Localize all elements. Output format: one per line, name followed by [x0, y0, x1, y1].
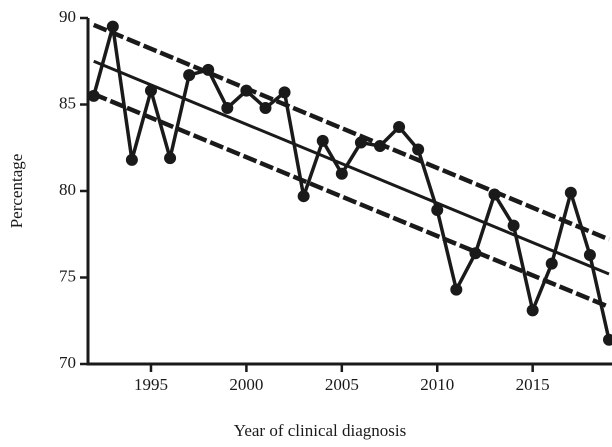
- data-point: [603, 333, 612, 346]
- data-point: [507, 219, 520, 232]
- data-point: [526, 304, 539, 317]
- x-tick-label: 2000: [229, 375, 263, 394]
- data-point: [335, 167, 348, 180]
- x-tick-label: 2015: [516, 375, 550, 394]
- y-tick-label: 80: [59, 180, 76, 199]
- x-tick-label: 2005: [325, 375, 359, 394]
- data-point: [259, 101, 272, 114]
- data-point: [278, 86, 291, 99]
- data-point: [297, 190, 310, 203]
- data-point: [393, 120, 406, 133]
- data-point: [354, 136, 367, 149]
- x-tick-label: 1995: [134, 375, 168, 394]
- y-tick-label: 75: [59, 266, 76, 285]
- data-point: [412, 143, 425, 156]
- data-line: [92, 24, 611, 341]
- confidence-band: [92, 92, 610, 309]
- data-point: [431, 204, 444, 217]
- y-tick-label: 90: [59, 7, 76, 26]
- data-point: [373, 140, 386, 153]
- data-point: [183, 69, 196, 82]
- data-point: [488, 188, 501, 201]
- data-point: [125, 153, 138, 166]
- data-point: [469, 247, 482, 260]
- data-point: [221, 101, 234, 114]
- data-point: [316, 134, 329, 147]
- data-point: [202, 63, 215, 76]
- x-axis-label: Year of clinical diagnosis: [234, 421, 407, 440]
- data-point: [87, 89, 100, 102]
- confidence-band: [92, 22, 610, 242]
- data-point: [106, 20, 119, 33]
- y-tick-label: 85: [59, 93, 76, 112]
- data-point: [164, 152, 177, 165]
- data-point: [545, 257, 558, 270]
- data-point: [583, 249, 596, 262]
- trend-line: [93, 59, 610, 276]
- data-point: [144, 84, 157, 97]
- data-point: [564, 186, 577, 199]
- x-tick-label: 2010: [420, 375, 454, 394]
- y-axis-label: Percentage: [7, 154, 26, 229]
- data-point: [450, 283, 463, 296]
- y-tick-label: 70: [59, 353, 76, 372]
- data-point: [240, 84, 253, 97]
